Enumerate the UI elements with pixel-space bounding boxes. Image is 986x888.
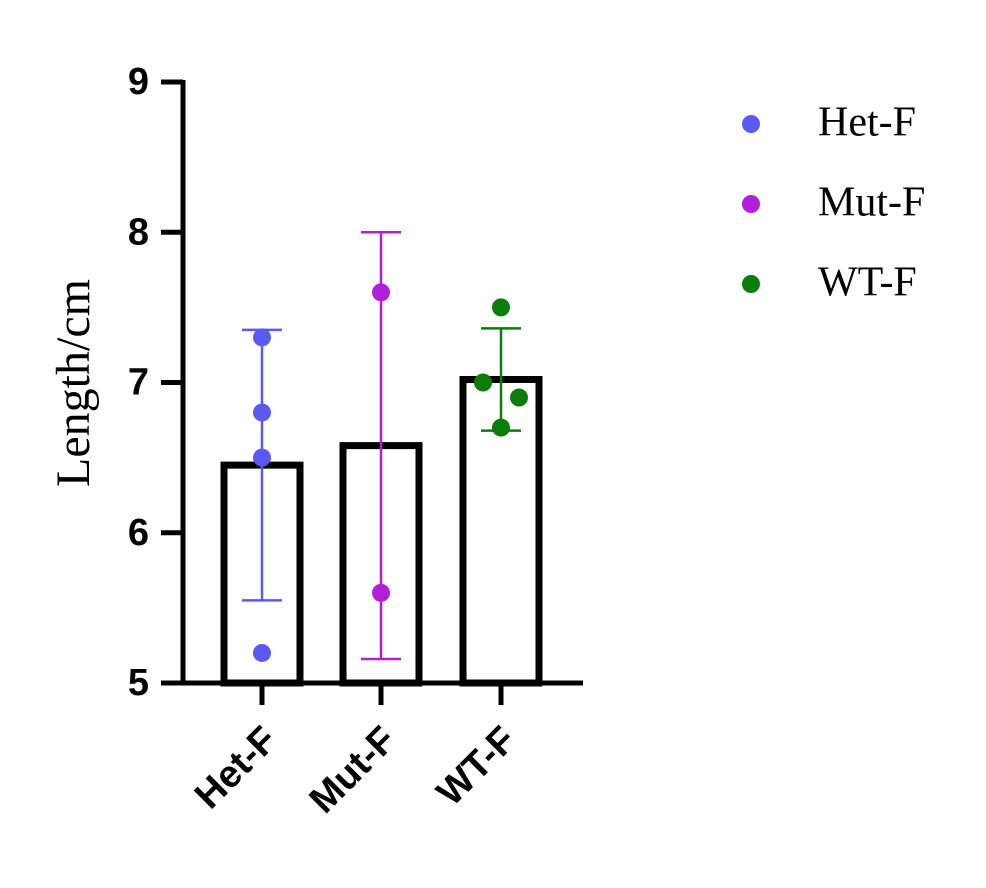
data-point xyxy=(253,328,271,347)
data-point xyxy=(492,298,510,317)
legend-label: WT-F xyxy=(818,260,917,306)
data-point xyxy=(372,283,390,302)
legend-marker xyxy=(742,275,760,293)
data-point xyxy=(253,643,271,662)
legend-label: Het-F xyxy=(818,100,916,146)
legend-marker xyxy=(742,115,760,133)
y-tick-label: 7 xyxy=(128,362,149,404)
legend-marker xyxy=(742,195,760,213)
x-tick-label: Mut-F xyxy=(302,719,405,822)
data-point xyxy=(510,388,528,407)
x-tick-label: Het-F xyxy=(187,719,285,817)
y-tick-label: 9 xyxy=(128,61,149,103)
data-point xyxy=(253,448,271,467)
legend-label: Mut-F xyxy=(818,180,925,226)
y-tick-label: 6 xyxy=(128,512,149,554)
data-point xyxy=(492,418,510,437)
x-tick-label: WT-F xyxy=(429,719,524,814)
data-point xyxy=(253,403,271,422)
y-axis-label: Length/cm xyxy=(47,279,100,487)
y-tick-label: 8 xyxy=(128,211,149,253)
data-point xyxy=(372,583,390,602)
data-point xyxy=(474,373,492,392)
y-tick-label: 5 xyxy=(128,662,149,704)
